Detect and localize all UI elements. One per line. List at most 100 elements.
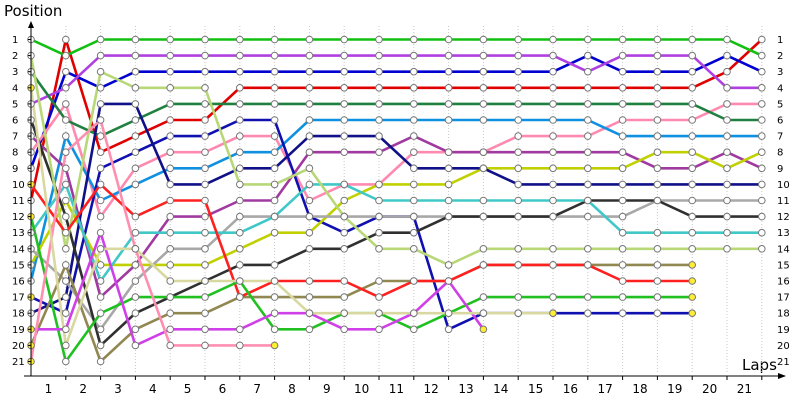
series-15-point [340,212,349,221]
series-15-point [410,245,418,253]
series-2-point [688,35,697,44]
series-1-point [201,116,209,124]
x-tick-label: 1 [45,382,53,396]
series-4-point [340,51,349,60]
right-position-label: 3 [777,67,783,78]
series-12-point [166,245,174,253]
x-tick-label: 2 [79,382,87,396]
series-1-point [549,84,557,92]
series-8-point [723,148,731,156]
series-20-point [62,148,70,156]
series-4-point [549,51,557,60]
series-14-point [236,228,244,237]
series-8-point [340,148,349,156]
right-position-label: 18 [777,309,790,320]
x-axis-title: Laps [742,356,777,374]
series-9-point [131,148,140,156]
series-11-point [618,180,627,189]
series-11-point [479,164,488,173]
y-tick-label: 2 [12,51,18,62]
series-15-point [618,245,627,253]
series-line-4 [30,54,762,106]
series-16-point [618,261,627,269]
series-1-point [479,84,488,92]
series-6-point [375,100,383,108]
y-tick-label: 5 [12,99,18,110]
series-6-point [479,100,488,108]
series-16-point [653,261,662,269]
y-axis-arrow [28,21,34,28]
series-6-point [166,100,174,108]
series-line-20 [29,118,275,362]
series-19-point [479,325,488,334]
series-6-point [270,100,279,108]
series-2-point [653,35,662,44]
series-10-point [549,164,557,173]
series-15-point [758,245,766,253]
x-tick-label: 20 [702,382,717,396]
series-14-point [444,196,453,205]
series-21-point [479,309,488,318]
series-15-point [653,245,662,253]
series-7-point [236,148,244,156]
series-18-point [305,325,314,334]
series-7-point [201,164,209,173]
series-11-point [584,180,592,189]
x-tick-label: 10 [354,382,369,396]
series-17-point [618,277,627,285]
series-8-point [549,148,557,156]
x-tick-label: 15 [528,382,543,396]
series-line-5 [29,102,762,218]
series-14-point [375,196,383,205]
series-8-point [410,132,418,140]
series-21-point [410,309,418,318]
series-16-point [340,293,349,301]
series-3-point [618,67,627,76]
series-6-point [305,100,314,108]
series-14-point [653,228,662,237]
x-tick-label: 16 [563,382,578,396]
series-2-point [758,51,766,60]
series-line-9 [30,118,693,331]
series-4-point [62,84,70,92]
x-tick-label: 21 [737,382,752,396]
series-15-point [270,180,279,189]
series-18-point [270,325,279,334]
series-4-point [653,51,662,60]
series-20-point [201,341,209,350]
series-3-point [584,51,592,60]
series-1-point [62,35,70,44]
series-18-point [653,293,662,301]
series-5-point [410,148,418,156]
series-8-point [305,148,314,156]
series-15-point [584,245,592,253]
series-10-point [131,261,140,269]
series-21-point [514,309,523,318]
series-4-point [375,51,383,60]
series-13-point [340,245,349,253]
y-tick-label: 19 [12,325,25,336]
right-position-label: 7 [777,132,783,143]
series-12-point [410,212,418,221]
right-position-label: 8 [777,148,783,159]
series-5-point [688,116,697,124]
series-19-point [340,325,349,334]
series-20-point [96,116,105,124]
series-14-point [514,196,523,205]
series-1-point [514,84,523,92]
series-1-point [375,84,383,92]
y-tick-label: 21 [12,357,25,368]
series-14-point [96,277,105,285]
y-tick-label: 4 [12,83,18,94]
series-18-point [410,325,418,334]
series-13-point [653,196,662,205]
series-8-point [618,148,627,156]
series-2-point [514,35,523,44]
series-21-point [236,277,244,285]
series-3-point [514,67,523,76]
series-6-point [549,100,557,108]
series-10-point [201,261,209,269]
series-1-point [584,84,592,92]
series-5-point [653,116,662,124]
series-12-point [688,196,697,205]
